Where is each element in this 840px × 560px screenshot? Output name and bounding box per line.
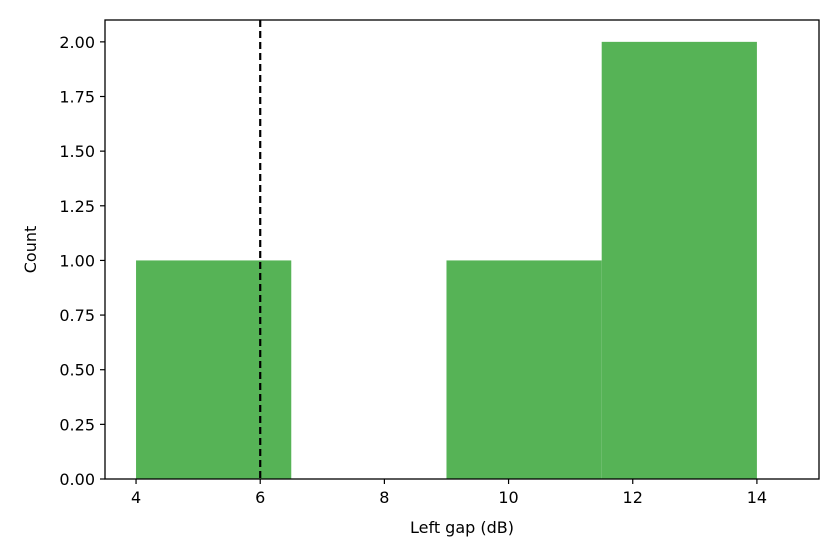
y-tick-label-2: 0.50 <box>59 361 95 380</box>
x-tick-label-2: 8 <box>379 488 389 507</box>
y-tick-label-7: 1.75 <box>59 88 95 107</box>
plot-frame <box>104 19 820 480</box>
histogram-bar-0 <box>136 260 292 479</box>
y-tick-label-5: 1.25 <box>59 197 95 216</box>
x-axis-label: Left gap (dB) <box>410 518 514 537</box>
x-tick-label-4: 12 <box>623 488 643 507</box>
x-tick-label-0: 4 <box>131 488 141 507</box>
x-tick-label-5: 14 <box>747 488 767 507</box>
y-axis-label: Count <box>21 226 40 274</box>
ticks-layer: 4 6 8 10 12 14 0.00 0.25 0.50 0.75 1.00 1.25 1.50 1.7… <box>59 33 767 507</box>
y-tick-label-0: 0.00 <box>59 470 95 489</box>
y-tick-label-3: 0.75 <box>59 306 95 325</box>
y-tick-label-4: 1.00 <box>59 251 95 270</box>
histogram-bar-2 <box>446 260 602 479</box>
x-tick-label-3: 10 <box>498 488 518 507</box>
bars-layer <box>136 41 757 479</box>
x-tick-label-1: 6 <box>255 488 265 507</box>
y-tick-label-6: 1.50 <box>59 142 95 161</box>
y-tick-label-8: 2.00 <box>59 33 95 52</box>
histogram-bar-3 <box>601 41 757 479</box>
y-tick-label-1: 0.25 <box>59 415 95 434</box>
